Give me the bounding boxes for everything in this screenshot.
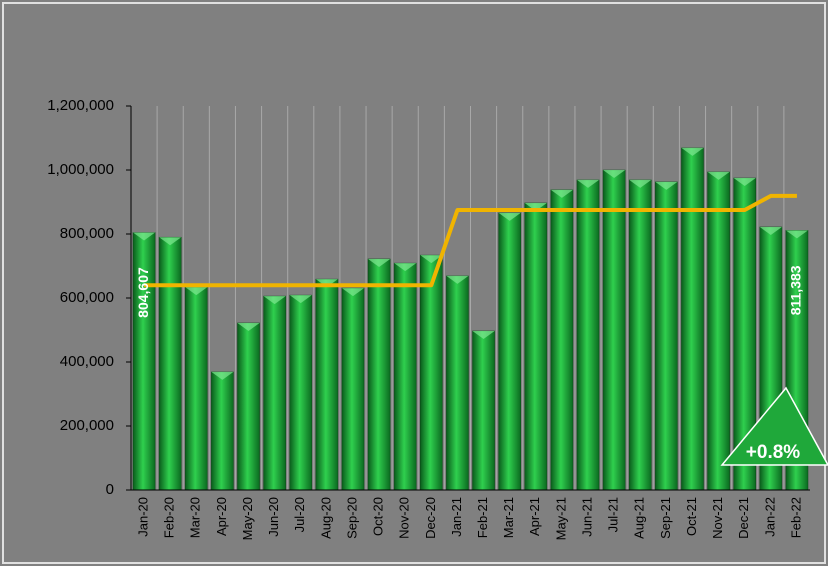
x-tick-label: Dec-20 bbox=[423, 497, 438, 539]
bar-bevel bbox=[289, 295, 312, 304]
x-tick-label: Dec-21 bbox=[736, 497, 751, 539]
bar bbox=[158, 236, 182, 491]
bar-bevel bbox=[707, 171, 730, 180]
bar-bevel bbox=[785, 230, 808, 239]
bar-bevel bbox=[681, 147, 704, 156]
x-tick-label: May-20 bbox=[240, 497, 255, 540]
x-tick-label: Feb-20 bbox=[162, 497, 177, 538]
bar bbox=[446, 275, 469, 491]
x-tick-label: Aug-20 bbox=[318, 497, 333, 539]
bar bbox=[393, 262, 417, 491]
x-tick-label: Jul-20 bbox=[292, 497, 307, 532]
x-tick-label: Apr-21 bbox=[527, 497, 542, 536]
bar bbox=[707, 171, 730, 491]
average-line bbox=[144, 193, 797, 288]
bar bbox=[681, 147, 704, 491]
bar-bevel bbox=[576, 179, 600, 188]
bar bbox=[602, 169, 626, 491]
y-tick-label: 200,000 bbox=[60, 417, 114, 434]
bar bbox=[628, 179, 652, 491]
bar bbox=[655, 181, 678, 491]
x-tick-label: Jan-22 bbox=[762, 497, 777, 537]
x-tick-label: Oct-20 bbox=[371, 497, 386, 536]
x-tick-label: Sep-21 bbox=[658, 497, 673, 539]
bar bbox=[211, 371, 234, 491]
bar bbox=[341, 287, 365, 491]
bar bbox=[524, 202, 548, 491]
bar bbox=[420, 254, 443, 491]
x-tick-label: Feb-21 bbox=[475, 497, 490, 538]
annotation: +0.8% bbox=[746, 442, 801, 463]
y-tick-label: 1,000,000 bbox=[47, 161, 114, 178]
bar-bevel bbox=[263, 296, 286, 305]
bar bbox=[472, 330, 495, 491]
value-label: 811,383 bbox=[788, 265, 804, 315]
x-tick-label: May-21 bbox=[553, 497, 568, 540]
x-tick-label: Mar-21 bbox=[501, 497, 516, 538]
y-tick-label: 1,200,000 bbox=[47, 97, 114, 114]
bar bbox=[289, 294, 313, 491]
bar-bevel bbox=[759, 226, 782, 235]
y-tick-label: 600,000 bbox=[60, 289, 114, 306]
bar bbox=[550, 189, 574, 491]
bar-bevel bbox=[394, 263, 417, 272]
bar bbox=[367, 258, 391, 491]
bar-bevel bbox=[185, 287, 208, 296]
y-tick-label: 0 bbox=[106, 481, 114, 498]
y-tick-label: 800,000 bbox=[60, 225, 114, 242]
bar-bevel bbox=[524, 202, 547, 211]
y-tick-label: 400,000 bbox=[60, 353, 114, 370]
x-tick-label: Nov-21 bbox=[710, 497, 725, 539]
bar-bevel bbox=[341, 288, 365, 297]
x-tick-label: Oct-21 bbox=[684, 497, 699, 536]
x-tick-label: Jul-21 bbox=[606, 497, 621, 532]
x-tick-label: Mar-20 bbox=[188, 497, 203, 538]
bar bbox=[184, 286, 208, 491]
bar-bevel bbox=[159, 237, 182, 246]
bar-bevel bbox=[498, 212, 521, 221]
bar-bevel bbox=[472, 330, 495, 339]
x-tick-label: Nov-20 bbox=[397, 497, 412, 539]
x-tick-label: Jan-21 bbox=[449, 497, 464, 537]
bar bbox=[263, 295, 286, 491]
bar-bevel bbox=[446, 275, 469, 284]
bar-bevel bbox=[315, 279, 338, 288]
bar-bevel bbox=[237, 322, 260, 331]
bar-bevel bbox=[629, 179, 652, 188]
bar bbox=[498, 212, 521, 491]
bar-bevel bbox=[655, 181, 678, 190]
x-tick-label: Apr-20 bbox=[214, 497, 229, 536]
bar bbox=[315, 278, 339, 491]
x-tick-label: Jun-20 bbox=[266, 497, 281, 537]
x-tick-label: Jun-21 bbox=[579, 497, 594, 537]
x-tick-label: Aug-21 bbox=[632, 497, 647, 539]
annotation-triangle bbox=[720, 386, 828, 466]
bar-bevel bbox=[211, 371, 234, 380]
bar-bevel bbox=[603, 170, 626, 178]
bar-bevel bbox=[368, 258, 391, 267]
bar-bevel bbox=[420, 255, 443, 264]
bar bbox=[576, 179, 600, 491]
bar bbox=[237, 322, 260, 491]
bar-bevel bbox=[133, 232, 156, 241]
bar-bevel bbox=[550, 189, 573, 198]
bar-bevel bbox=[733, 178, 756, 186]
x-tick-label: Sep-20 bbox=[344, 497, 359, 539]
x-tick-label: Feb-22 bbox=[788, 497, 803, 538]
x-tick-label: Jan-20 bbox=[135, 497, 150, 537]
value-label: 804,607 bbox=[135, 267, 151, 318]
